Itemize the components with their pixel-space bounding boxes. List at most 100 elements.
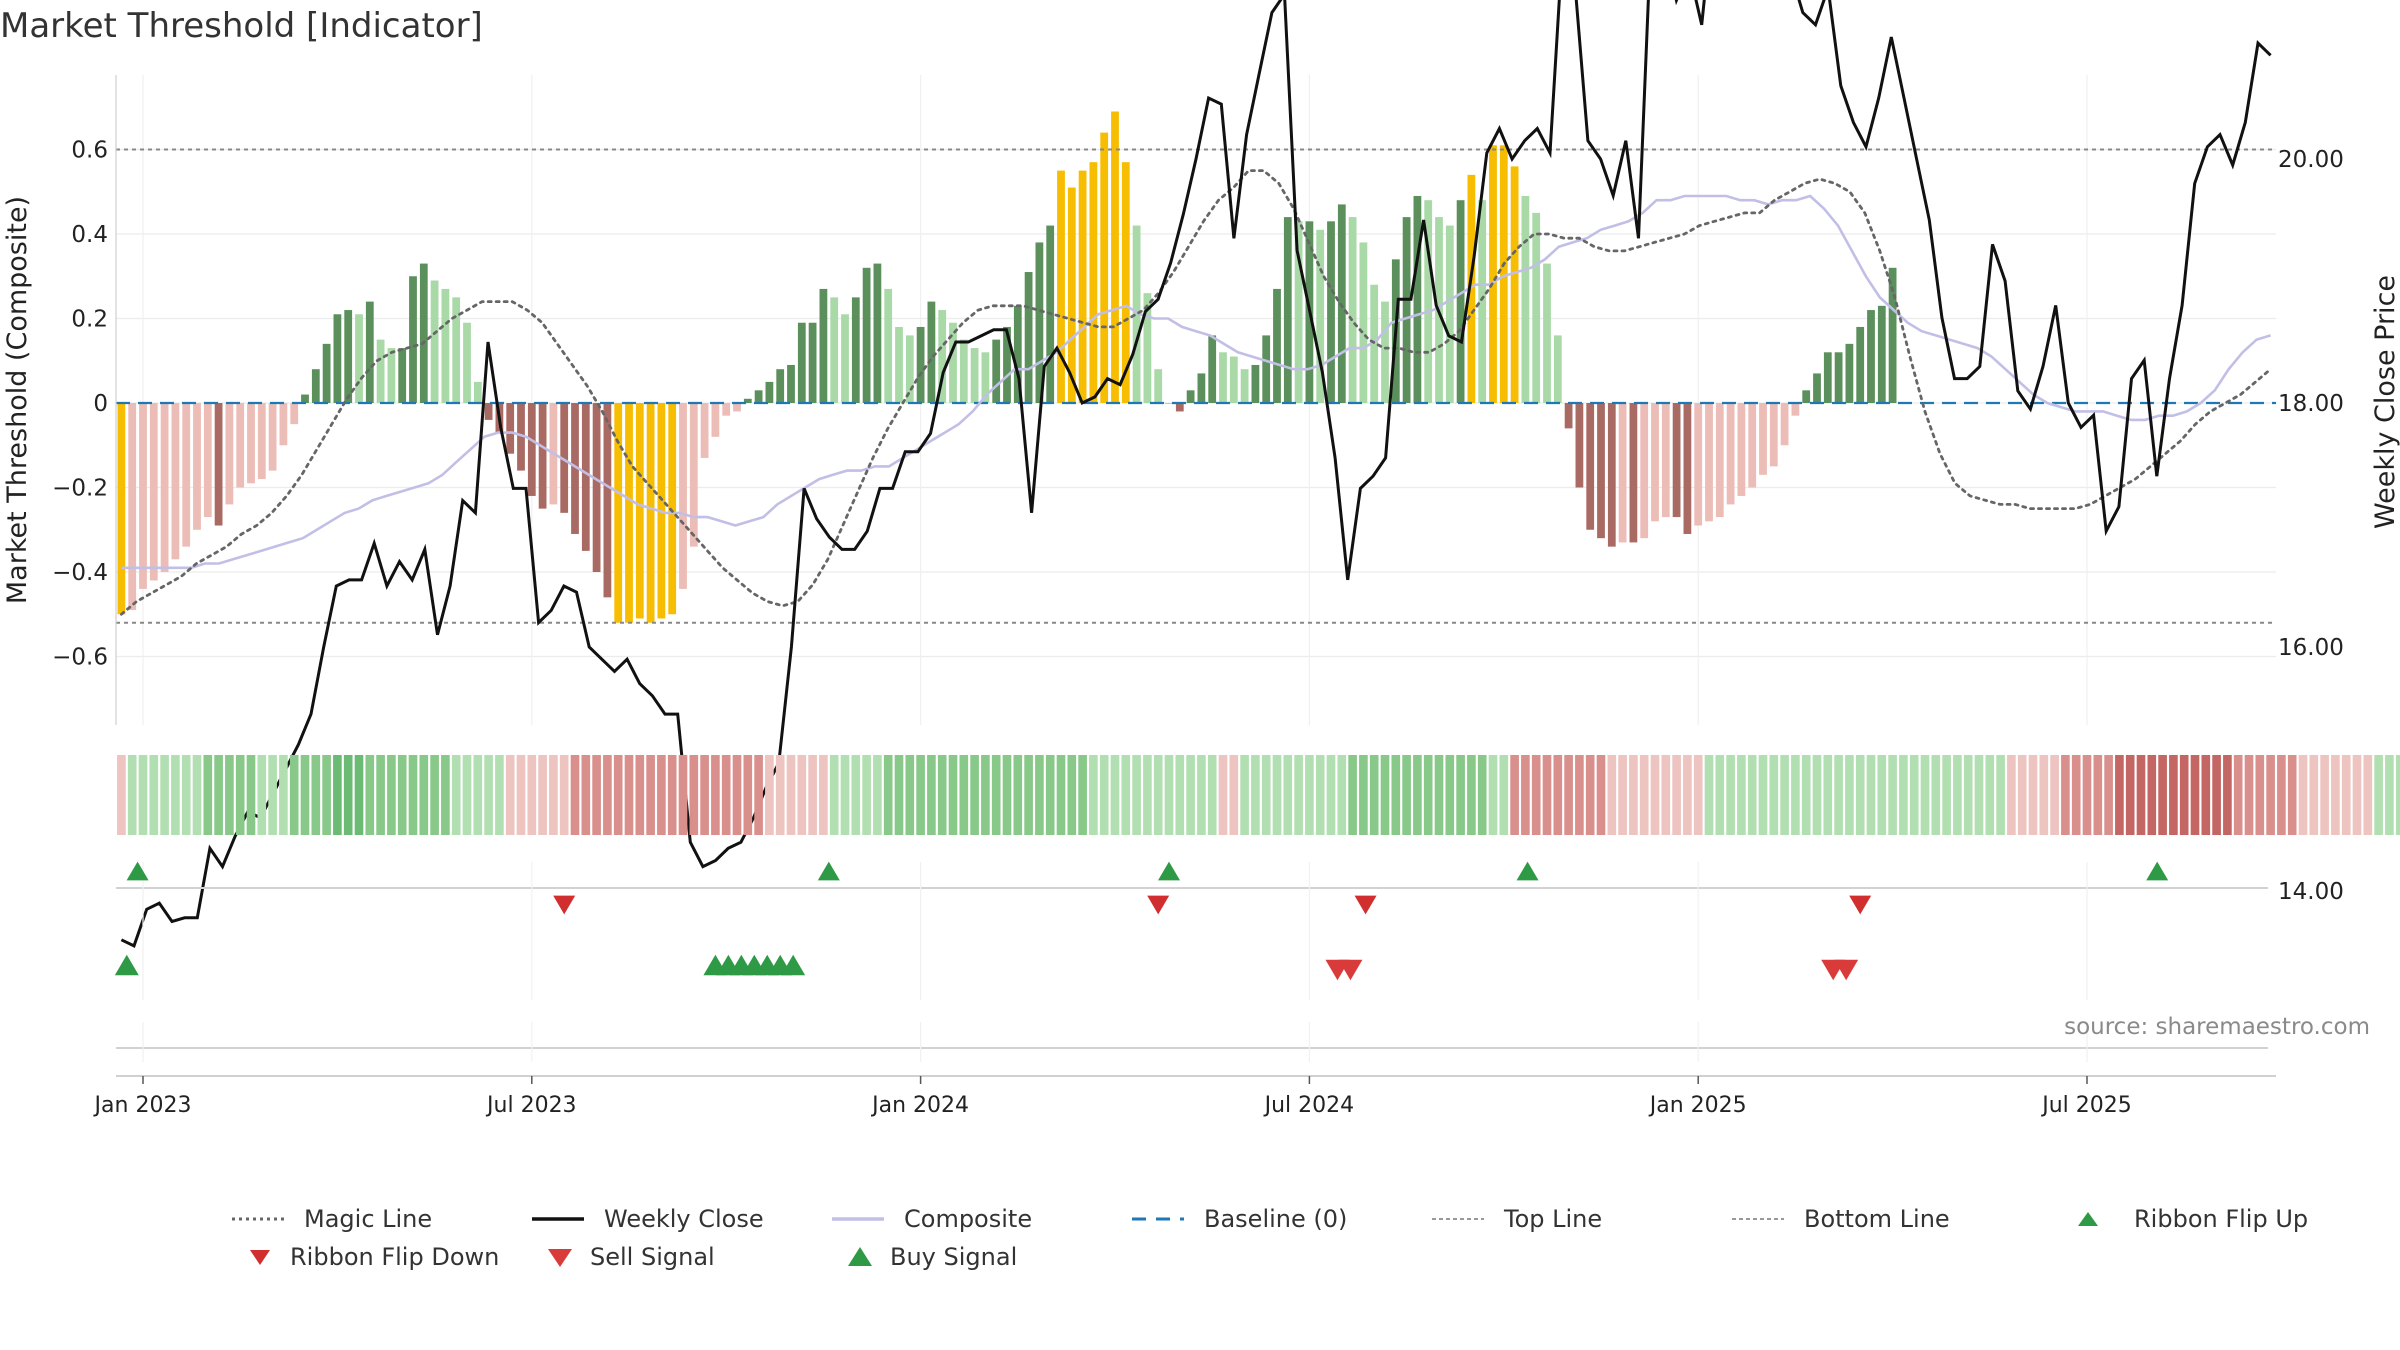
y-tick-label-left: 0.2 [71, 307, 108, 333]
ribbon-cell [117, 755, 126, 835]
ribbon-cell [1456, 755, 1465, 835]
ribbon-cell [268, 755, 277, 835]
ribbon-cell [1672, 755, 1681, 835]
legend-label: Weekly Close [604, 1205, 764, 1233]
legend-symbol-icon [250, 1250, 270, 1265]
composite-bar [538, 403, 547, 509]
composite-bar [1877, 305, 1886, 403]
composite-bar [1597, 403, 1605, 539]
ribbon-cell [732, 755, 742, 835]
ribbon-cell [311, 755, 321, 835]
ribbon-flip-up-marker [1516, 861, 1539, 881]
legend-label: Top Line [1504, 1205, 1603, 1233]
ribbon-cell [1683, 755, 1692, 835]
ribbon-cell [2331, 755, 2340, 835]
ribbon-cell [1715, 755, 1725, 835]
legend-symbol-icon [1732, 1218, 1784, 1220]
ribbon-cell [2363, 755, 2373, 835]
composite-bar [1683, 403, 1692, 534]
composite-bar [1856, 326, 1865, 403]
magic-line [120, 169, 2272, 616]
ribbon-cell [2190, 755, 2200, 835]
ribbon-cell [1834, 755, 1843, 835]
ribbon-cell [2374, 755, 2383, 835]
composite-bar [1694, 403, 1703, 526]
ribbon-cell [1467, 755, 1476, 835]
ribbon-cell [192, 755, 202, 835]
composite-bar [1359, 242, 1368, 403]
composite-bar [484, 403, 493, 420]
composite-bar [689, 403, 698, 547]
composite-bar [1543, 263, 1551, 403]
ribbon-cell [840, 755, 850, 835]
composite-bar [1121, 162, 1130, 403]
ribbon-cell [214, 755, 223, 835]
legend-label: Ribbon Flip Down [290, 1243, 500, 1271]
ribbon-cell [1823, 755, 1833, 835]
composite-bar [1629, 403, 1638, 543]
ribbon-cell [603, 755, 612, 835]
ribbon-cell [829, 755, 839, 835]
ribbon-cell [279, 755, 288, 835]
ribbon-cell [1132, 755, 1141, 835]
ribbon-cell [981, 755, 990, 835]
composite-bar [365, 301, 374, 403]
ribbon-cell [2320, 755, 2329, 835]
ribbon-cell [678, 755, 688, 835]
composite-bar [1715, 403, 1724, 518]
legend-symbol-icon [832, 1217, 884, 1221]
composite-bar [1813, 373, 1821, 403]
composite-bar [1143, 293, 1152, 403]
ribbon-cell [2158, 755, 2167, 835]
ribbon-cell [743, 755, 753, 835]
ribbon-flip-up-marker [2146, 861, 2169, 881]
ribbon-cell [1110, 755, 1120, 835]
ribbon-cell [397, 755, 407, 835]
composite-bars [117, 111, 1897, 623]
composite-bar [592, 403, 601, 572]
composite-bar [797, 322, 806, 403]
composite-bar [117, 403, 126, 615]
legend-item: Baseline (0) [1130, 1205, 1347, 1233]
composite-bar [1726, 403, 1735, 505]
ribbon-cell [1359, 755, 1368, 835]
ribbon-cell [1369, 755, 1379, 835]
ribbon-cell [927, 755, 936, 835]
composite-bar [1154, 369, 1163, 403]
composite-bar [1640, 403, 1649, 539]
ribbon-flip-down-marker [1354, 895, 1377, 915]
composite-bar [1229, 356, 1238, 403]
composite-bar [819, 288, 828, 403]
composite-bar [225, 403, 234, 505]
ribbon-cell [1229, 755, 1239, 835]
ribbon-cell [473, 755, 483, 835]
composite-bar [355, 314, 363, 403]
composite-bar [884, 288, 893, 403]
legend-symbol-icon [1432, 1218, 1484, 1220]
composite-bar [160, 403, 169, 572]
ribbon-cell [786, 755, 796, 835]
ribbon-cell [1866, 755, 1876, 835]
composite-bar [970, 348, 979, 403]
composite-bar [841, 314, 849, 403]
composite-bar [1316, 229, 1325, 403]
ribbon-cell [365, 755, 375, 835]
composite-bar [1651, 403, 1659, 522]
composite-bar [571, 403, 579, 534]
composite-bar [1219, 352, 1227, 403]
ribbon-cell [2169, 755, 2178, 835]
ribbon-cell [1877, 755, 1887, 835]
chart-title: Market Threshold [Indicator] [0, 6, 483, 46]
ribbon-cell [937, 755, 947, 835]
ribbon-cell [1477, 755, 1487, 835]
ribbon-cell [1564, 755, 1573, 835]
y-axis-label-left: Market Threshold (Composite) [2, 196, 33, 604]
composite-bar [279, 403, 288, 446]
ribbon-cell [711, 755, 720, 835]
signal-rows [114, 861, 2268, 1062]
ribbon-flip-up-marker [1158, 861, 1180, 881]
ribbon-cell [2050, 755, 2059, 835]
ribbon-cell [1953, 755, 1962, 835]
composite-bar [722, 403, 731, 416]
